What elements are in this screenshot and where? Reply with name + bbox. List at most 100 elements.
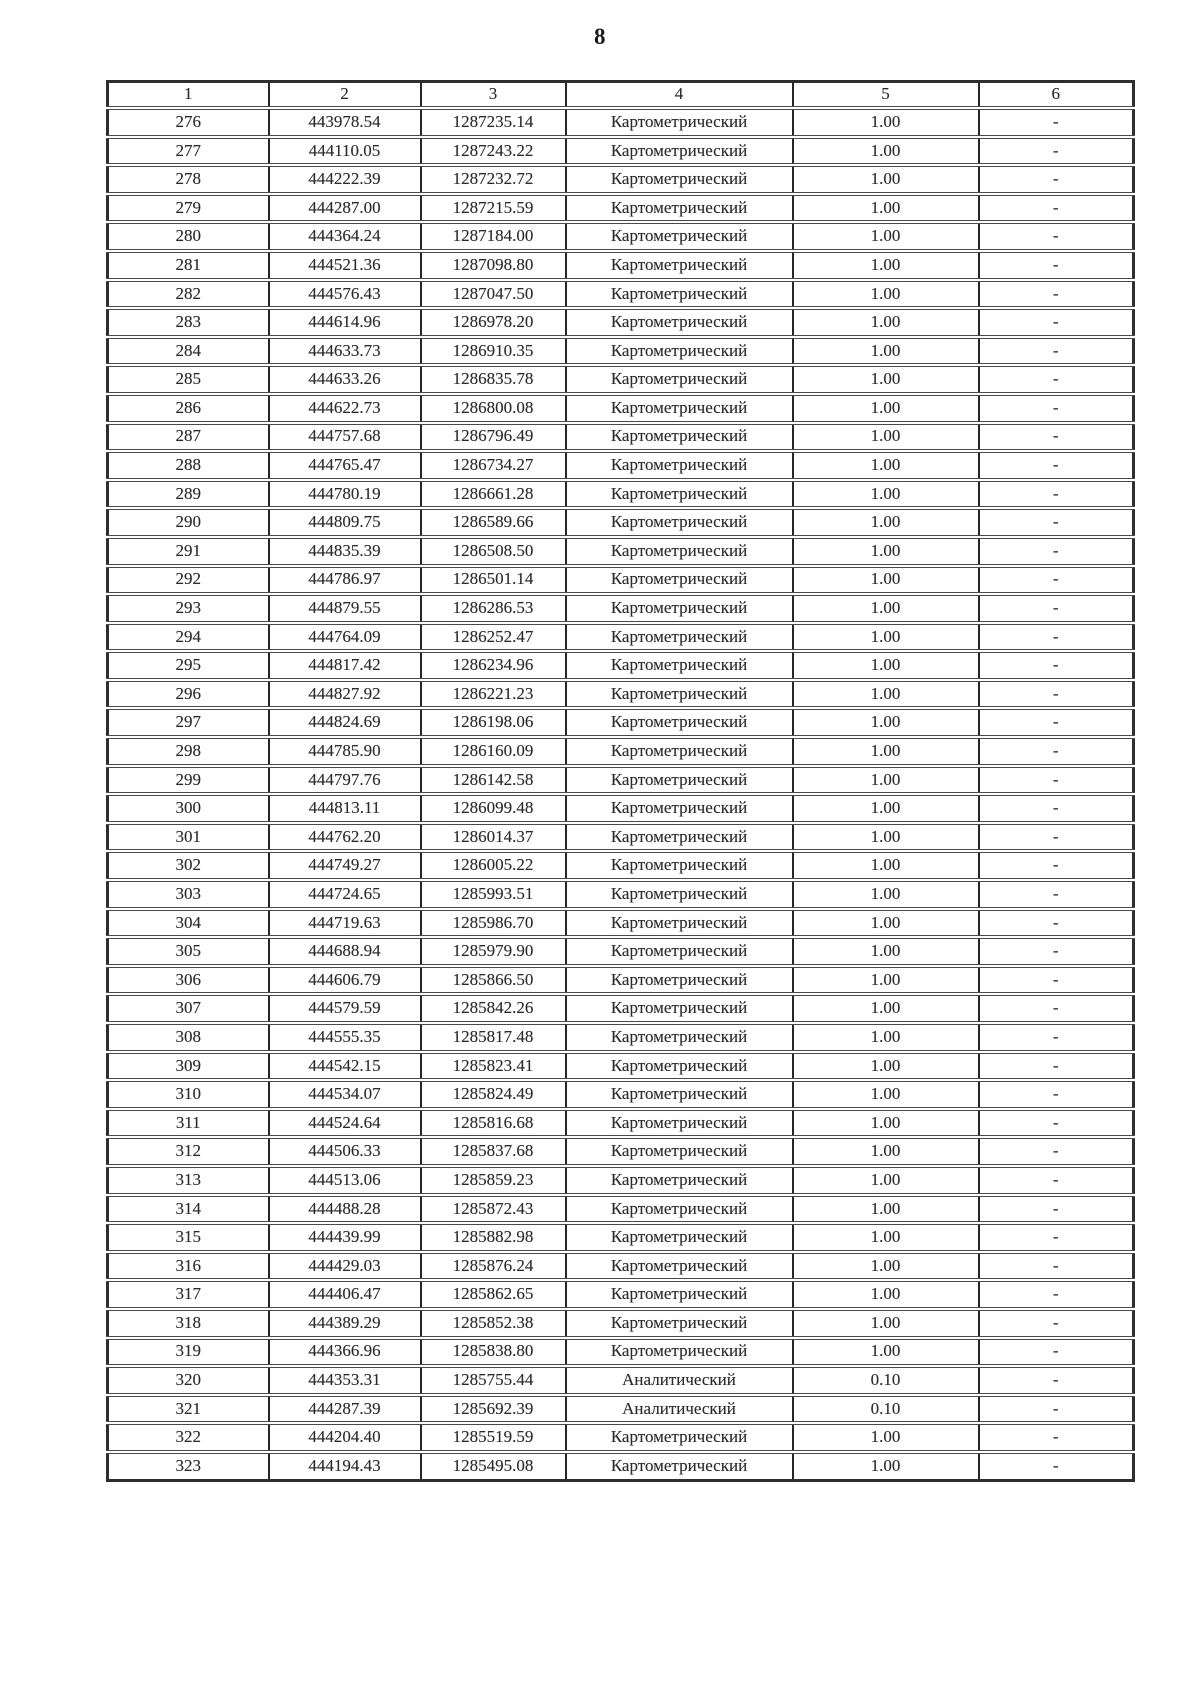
cell-precision: 1.00 (791, 163, 979, 194)
cell-coordinate-y: 1285859.23 (419, 1163, 566, 1195)
cell-coordinate-y: 1285872.43 (419, 1192, 566, 1224)
cell-point-number: 305 (107, 935, 269, 966)
cell-coordinate-y: 1285823.41 (419, 1049, 566, 1081)
cell-point-number: 316 (107, 1249, 269, 1281)
cell-point-number: 308 (107, 1021, 269, 1052)
cell-coordinate-y: 1287047.50 (419, 277, 566, 309)
cell-method: Картометрический (564, 906, 793, 938)
cell-point-number: 277 (107, 134, 269, 166)
cell-precision: 1.00 (791, 1049, 979, 1081)
table-row: 288 444765.47 1286734.27 Картометрический 1.… (107, 449, 1134, 480)
cell-precision: 1.00 (791, 820, 979, 852)
cell-point-number: 318 (107, 1306, 269, 1338)
cell-note: - (977, 1449, 1134, 1480)
cell-point-number: 299 (107, 763, 269, 795)
cell-method: Картометрический (564, 563, 793, 595)
cell-precision: 1.00 (791, 963, 979, 995)
cell-coordinate-y: 1286142.58 (419, 763, 566, 795)
cell-coordinate-x: 444786.97 (267, 563, 421, 595)
cell-point-number: 283 (107, 306, 269, 337)
cell-point-number: 303 (107, 878, 269, 909)
cell-coordinate-y: 1287232.72 (419, 163, 566, 194)
cell-coordinate-y: 1285876.24 (419, 1249, 566, 1281)
cell-note: - (977, 220, 1134, 251)
cell-note: - (977, 592, 1134, 623)
cell-coordinate-y: 1286734.27 (419, 449, 566, 480)
cell-precision: 1.00 (791, 106, 979, 137)
cell-note: - (977, 1192, 1134, 1224)
table-row: 278 444222.39 1287232.72 Картометрический 1.… (107, 163, 1134, 194)
cell-coordinate-y: 1285993.51 (419, 878, 566, 909)
cell-coordinate-x: 444757.68 (267, 420, 421, 452)
cell-note: - (977, 1335, 1134, 1367)
cell-method: Аналитический (564, 1364, 793, 1395)
cell-coordinate-x: 444622.73 (267, 391, 421, 423)
cell-coordinate-y: 1286501.14 (419, 563, 566, 595)
cell-note: - (977, 763, 1134, 795)
cell-coordinate-x: 444633.26 (267, 363, 421, 394)
page-number: 8 (594, 24, 606, 49)
cell-method: Картометрический (564, 763, 793, 795)
cell-method: Картометрический (564, 534, 793, 566)
table-row: 323 444194.43 1285495.08 Картометрический 1.… (107, 1449, 1134, 1480)
cell-coordinate-x: 444389.29 (267, 1306, 421, 1338)
cell-coordinate-y: 1287184.00 (419, 220, 566, 251)
table-row: 299 444797.76 1286142.58 Картометрический 1.… (107, 763, 1134, 795)
cell-note: - (977, 1021, 1134, 1052)
cell-coordinate-y: 1285824.49 (419, 1078, 566, 1109)
cell-method: Картометрический (564, 220, 793, 251)
cell-coordinate-y: 1286221.23 (419, 677, 566, 709)
cell-coordinate-y: 1286508.50 (419, 534, 566, 566)
cell-coordinate-y: 1285692.39 (419, 1392, 566, 1424)
cell-note: - (977, 792, 1134, 823)
cell-point-number: 285 (107, 363, 269, 394)
table-row: 290 444809.75 1286589.66 Картометрический 1.… (107, 506, 1134, 537)
cell-coordinate-y: 1285519.59 (419, 1421, 566, 1452)
cell-method: Картометрический (564, 1163, 793, 1195)
cell-coordinate-y: 1285852.38 (419, 1306, 566, 1338)
cell-method: Картометрический (564, 878, 793, 909)
table-row: 292 444786.97 1286501.14 Картометрический 1.… (107, 563, 1134, 595)
cell-precision: 1.00 (791, 220, 979, 251)
cell-method: Картометрический (564, 420, 793, 452)
column-header-coordinate-y: 3 (419, 81, 566, 108)
cell-coordinate-x: 444429.03 (267, 1249, 421, 1281)
cell-method: Картометрический (564, 1249, 793, 1281)
table-row: 310 444534.07 1285824.49 Картометрический 1.… (107, 1078, 1134, 1109)
cell-precision: 1.00 (791, 1249, 979, 1281)
table-row: 322 444204.40 1285519.59 Картометрический 1.… (107, 1421, 1134, 1452)
cell-method: Картометрический (564, 1021, 793, 1052)
cell-precision: 1.00 (791, 563, 979, 595)
cell-coordinate-x: 444406.47 (267, 1278, 421, 1309)
cell-coordinate-x: 444879.55 (267, 592, 421, 623)
cell-point-number: 322 (107, 1421, 269, 1452)
cell-coordinate-x: 444542.15 (267, 1049, 421, 1081)
cell-coordinate-x: 444222.39 (267, 163, 421, 194)
cell-coordinate-y: 1285866.50 (419, 963, 566, 995)
cell-method: Картометрический (564, 935, 793, 966)
cell-note: - (977, 106, 1134, 137)
cell-coordinate-x: 444287.39 (267, 1392, 421, 1424)
table-row: 300 444813.11 1286099.48 Картометрический 1.… (107, 792, 1134, 823)
cell-coordinate-y: 1285755.44 (419, 1364, 566, 1395)
column-header-note: 6 (977, 81, 1134, 108)
cell-precision: 1.00 (791, 134, 979, 166)
cell-method: Картометрический (564, 849, 793, 881)
table-row: 284 444633.73 1286910.35 Картометрический 1.… (107, 334, 1134, 366)
cell-point-number: 290 (107, 506, 269, 537)
table-row: 286 444622.73 1286800.08 Картометрический 1.… (107, 391, 1134, 423)
cell-point-number: 314 (107, 1192, 269, 1224)
cell-precision: 1.00 (791, 992, 979, 1023)
cell-coordinate-x: 444534.07 (267, 1078, 421, 1109)
cell-method: Картометрический (564, 106, 793, 137)
cell-coordinate-x: 444614.96 (267, 306, 421, 337)
cell-note: - (977, 1078, 1134, 1109)
table-row: 295 444817.42 1286234.96 Картометрический 1.… (107, 649, 1134, 680)
cell-coordinate-x: 444488.28 (267, 1192, 421, 1224)
cell-note: - (977, 248, 1134, 280)
cell-method: Картометрический (564, 1449, 793, 1480)
cell-point-number: 312 (107, 1135, 269, 1166)
cell-note: - (977, 878, 1134, 909)
table-row: 289 444780.19 1286661.28 Картометрический 1.… (107, 477, 1134, 509)
cell-coordinate-y: 1286978.20 (419, 306, 566, 337)
